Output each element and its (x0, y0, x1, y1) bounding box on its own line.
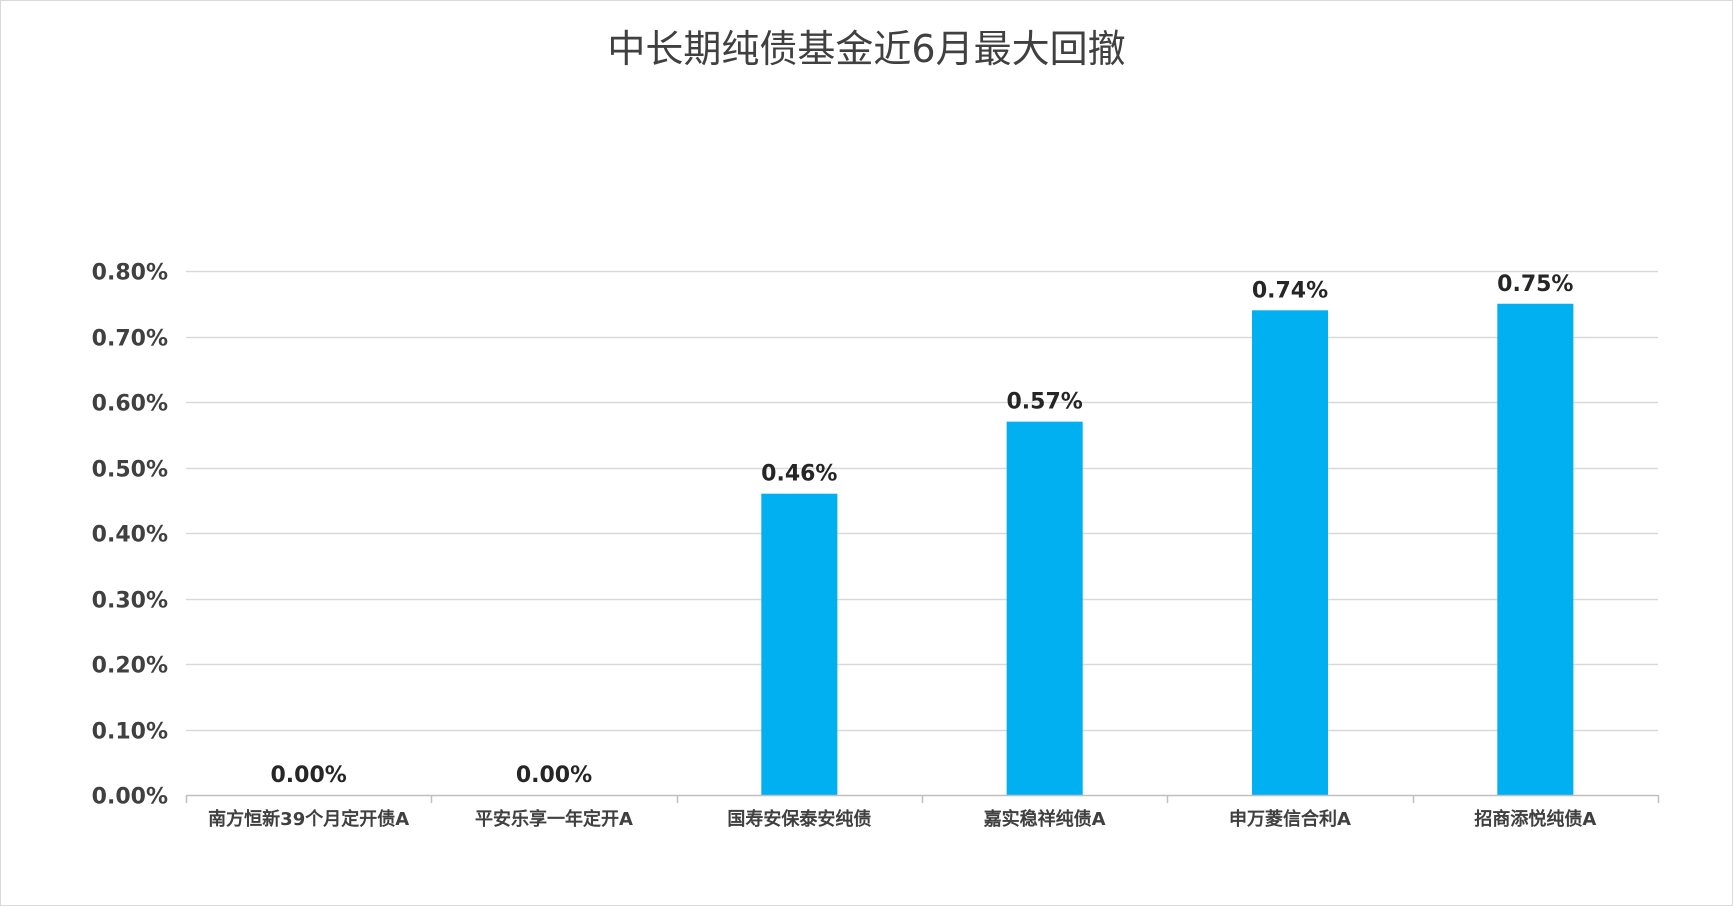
y-tick-label: 0.50% (92, 458, 168, 483)
x-category-label: 国寿安保泰安纯债 (727, 808, 871, 830)
bar (1006, 421, 1083, 795)
gridlines (186, 270, 1658, 732)
bar (761, 493, 838, 795)
data-label: 0.75% (1497, 272, 1573, 297)
data-label: 0.46% (761, 462, 837, 487)
y-tick-label: 0.40% (92, 523, 168, 548)
x-category-label: 嘉实稳祥纯债A (983, 808, 1106, 830)
y-tick-label: 0.10% (92, 720, 168, 745)
chart-title: 中长期纯债基金近6月最大回撤 (607, 27, 1126, 71)
data-label: 0.74% (1252, 278, 1328, 303)
y-tick-label: 0.20% (92, 654, 168, 679)
data-labels: 0.00% 0.00% 0.46% 0.57% 0.74% 0.75% (271, 272, 1574, 788)
y-tick-label: 0.30% (92, 589, 168, 614)
data-label: 0.00% (271, 763, 347, 788)
x-category-label: 南方恒新39个月定开债A (208, 808, 409, 830)
y-tick-label: 0.00% (92, 785, 168, 810)
y-tick-label: 0.80% (92, 261, 168, 286)
x-category-label: 招商添悦纯债A (1474, 808, 1596, 830)
x-category-label: 平安乐享一年定开A (475, 808, 633, 830)
bars (761, 303, 1574, 795)
bar (1497, 303, 1574, 795)
y-tick-label: 0.60% (92, 392, 168, 417)
data-label: 0.57% (1007, 390, 1083, 415)
bar (1251, 310, 1329, 795)
y-tick-label: 0.70% (92, 327, 168, 352)
y-axis-ticks: 0.00% 0.10% 0.20% 0.30% 0.40% 0.50% 0.60% 0.70%… (92, 261, 168, 810)
x-axis: 南方恒新39个月定开债A 平安乐享一年定开A 国寿安保泰安纯债 嘉实稳祥纯债A 申万菱信… (185, 794, 1660, 830)
x-category-label: 申万菱信合利A (1229, 808, 1351, 830)
data-label: 0.00% (516, 763, 592, 788)
